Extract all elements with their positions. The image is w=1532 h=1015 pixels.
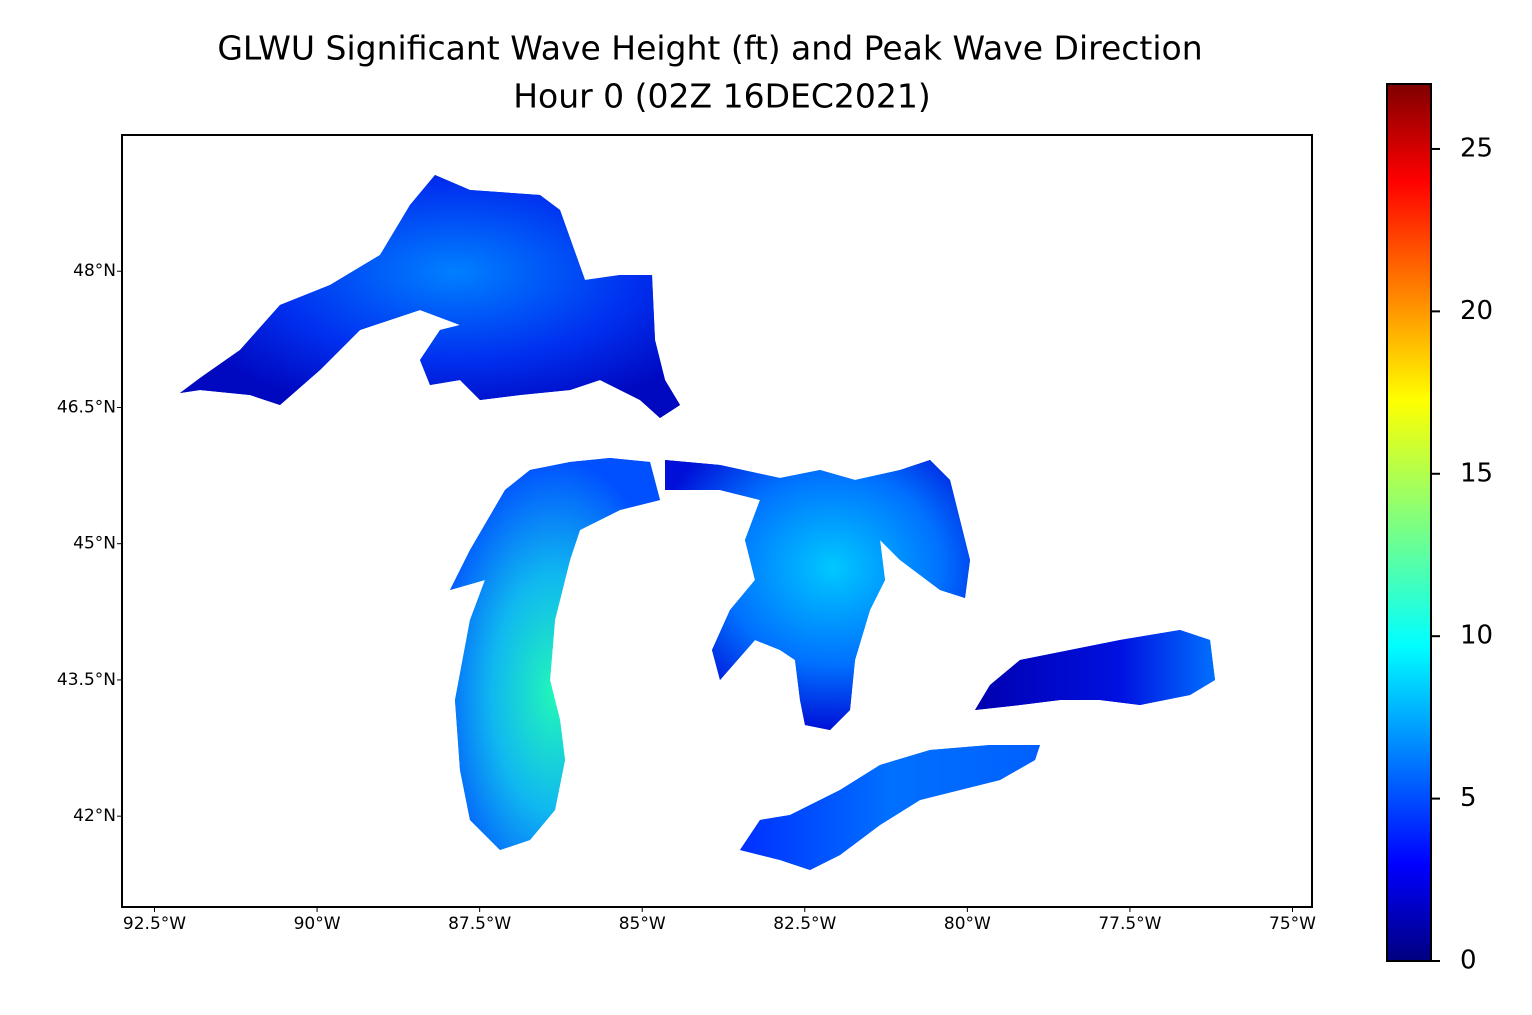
x-tick-label: 75°W <box>1269 914 1316 934</box>
colorbar-tick-label: 10 <box>1460 621 1493 651</box>
x-tick-label: 85°W <box>619 914 666 934</box>
y-tick-label: 46.5°N <box>57 397 116 417</box>
x-tick-label: 80°W <box>944 914 991 934</box>
map-title: GLWU Significant Wave Height (ft) and Pe… <box>217 29 1202 68</box>
colorbar-tick-label: 0 <box>1460 946 1477 976</box>
x-tick-label: 82.5°W <box>773 914 836 934</box>
y-tick-label: 45°N <box>73 534 116 554</box>
colorbar-tick-label: 25 <box>1460 133 1493 163</box>
x-tick-label: 77.5°W <box>1098 914 1161 934</box>
colorbar <box>1386 83 1432 962</box>
colorbar-tick-label: 20 <box>1460 296 1493 326</box>
colorbar-tick-label: 5 <box>1460 783 1477 813</box>
map-frame <box>121 134 1313 908</box>
colorbar-tick-label: 15 <box>1460 458 1493 488</box>
x-tick-label: 92.5°W <box>123 914 186 934</box>
y-tick-label: 43.5°N <box>57 670 116 690</box>
x-tick-label: 87.5°W <box>448 914 511 934</box>
x-tick-label: 90°W <box>294 914 341 934</box>
y-tick-label: 42°N <box>73 806 116 826</box>
direction-arrows <box>180 175 1215 870</box>
y-tick-label: 48°N <box>73 261 116 281</box>
map-subtitle: Hour 0 (02Z 16DEC2021) <box>513 77 931 116</box>
lakes <box>180 175 1215 870</box>
